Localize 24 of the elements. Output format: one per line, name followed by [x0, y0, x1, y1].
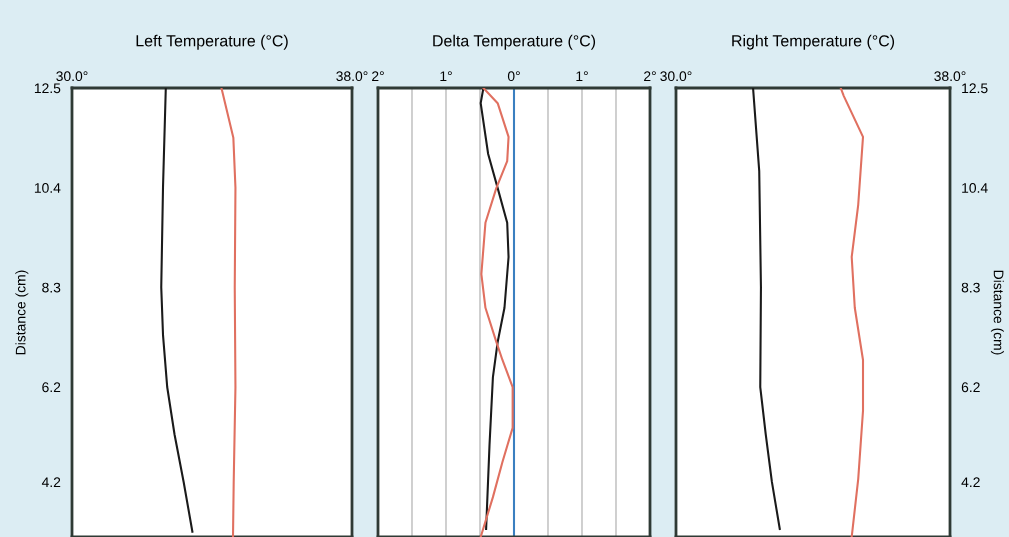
x-tick-label: 30.0°	[56, 71, 88, 82]
x-tick-label: 38.0°	[934, 71, 966, 82]
x-tick-label: 0°	[507, 71, 520, 82]
y-tick-label: 8.3	[42, 282, 61, 293]
y-tick-label: 10.4	[34, 183, 61, 193]
x-tick-label: 30.0°	[660, 71, 692, 82]
y-tick-label: 6.2	[42, 382, 61, 393]
y-tick-label: 4.2	[961, 477, 980, 487]
y-tick-label: 12.5	[34, 83, 61, 94]
chart-title: Right Temperature (°C)	[732, 34, 895, 50]
y-axis-title: Distance (cm)	[15, 270, 29, 355]
chart-title: Delta Temperature (°C)	[433, 34, 596, 50]
x-tick-label: 2°	[644, 71, 656, 81]
chart-title: Left Temperature (°C)	[136, 34, 288, 50]
y-tick-label: 12.5	[962, 83, 988, 94]
x-tick-label: 1°	[576, 71, 588, 81]
x-tick-label: 38.0°	[336, 71, 368, 82]
y-axis-title: Distance (cm)	[990, 270, 1004, 355]
y-tick-label: 10.4	[962, 183, 988, 193]
y-tick-label: 6.2	[961, 382, 980, 393]
y-tick-label: 8.3	[961, 282, 980, 293]
x-tick-label: 1°	[440, 71, 452, 81]
y-tick-label: 4.2	[41, 477, 61, 487]
x-tick-label: 2°	[372, 71, 384, 81]
